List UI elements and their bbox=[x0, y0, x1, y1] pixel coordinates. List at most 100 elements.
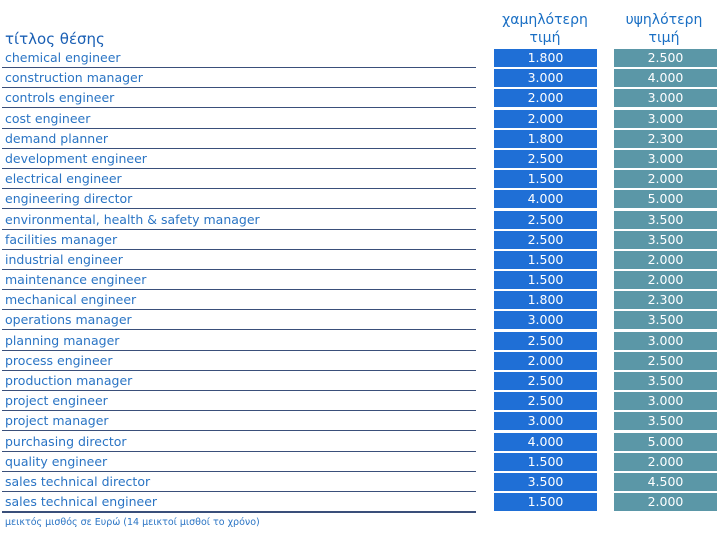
highest-salary-cell: 2.000 bbox=[614, 493, 717, 512]
table-row: mechanical engineer 1.800 2.300 bbox=[0, 290, 726, 311]
highest-salary-cell: 4.000 bbox=[614, 69, 717, 88]
lowest-salary-cell: 3.500 bbox=[494, 472, 597, 491]
lowest-salary-cell: 2.500 bbox=[494, 230, 597, 249]
column-header-highest-line2: τιμή bbox=[648, 30, 680, 46]
job-title-cell: demand planner bbox=[5, 130, 109, 146]
row-divider bbox=[2, 228, 476, 230]
table-row: facilities manager 2.500 3.500 bbox=[0, 230, 726, 250]
row-divider bbox=[2, 349, 476, 351]
highest-salary-cell: 5.000 bbox=[614, 432, 717, 451]
job-title-cell: industrial engineer bbox=[5, 251, 123, 267]
lowest-salary-cell: 3.000 bbox=[494, 412, 597, 431]
row-divider bbox=[2, 410, 476, 412]
table-row: process engineer 2.000 2.500 bbox=[0, 351, 726, 371]
table-row: project engineer 2.500 3.000 bbox=[0, 391, 726, 412]
row-divider bbox=[2, 470, 476, 472]
highest-salary-cell: 3.000 bbox=[614, 392, 717, 411]
row-divider bbox=[2, 329, 476, 331]
lowest-salary-cell: 2.500 bbox=[494, 210, 597, 229]
job-title-cell: engineering director bbox=[5, 191, 133, 207]
row-divider bbox=[2, 268, 476, 270]
highest-salary-cell: 2.300 bbox=[614, 129, 717, 148]
row-divider bbox=[2, 107, 476, 109]
row-divider bbox=[2, 208, 476, 210]
highest-salary-cell: 3.500 bbox=[614, 372, 717, 390]
row-divider bbox=[2, 167, 476, 169]
job-title-cell: maintenance engineer bbox=[5, 272, 147, 288]
table-row: purchasing director 4.000 5.000 bbox=[0, 432, 726, 452]
table-row: quality engineer 1.500 2.000 bbox=[0, 452, 726, 472]
column-header-lowest-line1: χαμηλότερη bbox=[502, 12, 588, 28]
lowest-salary-cell: 2.000 bbox=[494, 89, 597, 108]
column-header-highest-line1: υψηλότερη bbox=[625, 12, 703, 28]
lowest-salary-cell: 1.500 bbox=[494, 452, 597, 471]
lowest-salary-cell: 4.000 bbox=[494, 190, 597, 209]
job-title-cell: purchasing director bbox=[5, 433, 127, 449]
job-title-cell: construction manager bbox=[5, 70, 143, 86]
lowest-salary-cell: 2.500 bbox=[494, 392, 597, 411]
lowest-salary-cell: 1.800 bbox=[494, 291, 597, 310]
job-title-cell: project manager bbox=[5, 413, 109, 429]
table-row: engineering director 4.000 5.000 bbox=[0, 189, 726, 210]
row-divider bbox=[2, 369, 476, 371]
highest-salary-cell: 4.500 bbox=[614, 472, 717, 491]
highest-salary-cell: 3.500 bbox=[614, 311, 717, 330]
job-title-cell: electrical engineer bbox=[5, 171, 122, 187]
lowest-salary-cell: 1.800 bbox=[494, 49, 597, 67]
table-row: project manager 3.000 3.500 bbox=[0, 411, 726, 432]
table-row: sales technical director 3.500 4.500 bbox=[0, 472, 726, 492]
highest-salary-cell: 3.000 bbox=[614, 331, 717, 350]
highest-salary-cell: 3.000 bbox=[614, 109, 717, 128]
lowest-salary-cell: 1.500 bbox=[494, 170, 597, 189]
table-row: demand planner 1.800 2.300 bbox=[0, 129, 726, 149]
lowest-salary-cell: 3.000 bbox=[494, 311, 597, 330]
lowest-salary-cell: 2.500 bbox=[494, 149, 597, 168]
lowest-salary-cell: 3.000 bbox=[494, 69, 597, 88]
table-row: operations manager 3.000 3.500 bbox=[0, 310, 726, 331]
highest-salary-cell: 3.500 bbox=[614, 210, 717, 229]
column-header-lowest-line2: τιμή bbox=[529, 30, 561, 46]
footer-note: μεικτός μισθός σε Ευρώ (14 μεικτοί μισθο… bbox=[5, 517, 260, 528]
row-divider bbox=[2, 430, 476, 432]
job-title-cell: cost engineer bbox=[5, 110, 91, 126]
table-row: controls engineer 2.000 3.000 bbox=[0, 88, 726, 109]
table-row: sales technical engineer 1.500 2.000 bbox=[0, 492, 726, 513]
table-row: construction manager 3.000 4.000 bbox=[0, 68, 726, 89]
table-row: industrial engineer 1.500 2.000 bbox=[0, 250, 726, 270]
row-divider bbox=[2, 188, 476, 190]
job-title-cell: sales technical engineer bbox=[5, 494, 158, 510]
job-title-cell: quality engineer bbox=[5, 453, 108, 469]
column-header-lowest-value: χαμηλότερη τιμή bbox=[495, 11, 595, 47]
row-divider bbox=[2, 67, 476, 68]
row-divider bbox=[2, 127, 476, 129]
job-title-cell: chemical engineer bbox=[5, 50, 121, 65]
column-header-job-title: τίτλος θέσης bbox=[5, 30, 105, 48]
lowest-salary-cell: 1.500 bbox=[494, 493, 597, 512]
row-divider bbox=[2, 450, 476, 452]
row-divider bbox=[2, 289, 476, 291]
highest-salary-cell: 5.000 bbox=[614, 190, 717, 209]
footer-divider bbox=[2, 512, 476, 513]
table-row: production manager 2.500 3.500 bbox=[0, 371, 726, 391]
highest-salary-cell: 3.500 bbox=[614, 412, 717, 431]
row-divider bbox=[2, 511, 476, 513]
job-title-cell: planning manager bbox=[5, 332, 120, 348]
salary-table: chemical engineer 1.800 2.500 construction … bbox=[0, 48, 726, 513]
table-row: planning manager 2.500 3.000 bbox=[0, 331, 726, 351]
job-title-cell: facilities manager bbox=[5, 231, 118, 247]
lowest-salary-cell: 1.500 bbox=[494, 271, 597, 290]
column-header-highest-value: υψηλότερη τιμή bbox=[614, 11, 714, 47]
table-row: development engineer 2.500 3.000 bbox=[0, 149, 726, 169]
highest-salary-cell: 3.000 bbox=[614, 89, 717, 108]
job-title-cell: operations manager bbox=[5, 312, 132, 328]
row-divider bbox=[2, 248, 476, 250]
highest-salary-cell: 2.300 bbox=[614, 291, 717, 310]
job-title-cell: production manager bbox=[5, 373, 133, 388]
row-divider bbox=[2, 490, 476, 492]
lowest-salary-cell: 2.000 bbox=[494, 351, 597, 370]
job-title-cell: development engineer bbox=[5, 150, 147, 166]
lowest-salary-cell: 4.000 bbox=[494, 432, 597, 451]
highest-salary-cell: 2.000 bbox=[614, 452, 717, 471]
lowest-salary-cell: 2.000 bbox=[494, 109, 597, 128]
job-title-cell: mechanical engineer bbox=[5, 292, 137, 308]
